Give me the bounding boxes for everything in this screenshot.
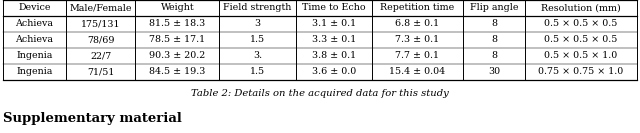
Text: 84.5 ± 19.3: 84.5 ± 19.3 [149,67,205,76]
Text: 7.7 ± 0.1: 7.7 ± 0.1 [396,51,440,60]
Text: 22/7: 22/7 [90,51,111,60]
Text: Flip angle: Flip angle [470,3,518,13]
Text: 8: 8 [491,35,497,44]
Text: 78.5 ± 17.1: 78.5 ± 17.1 [149,35,205,44]
Text: Time to Echo: Time to Echo [302,3,365,13]
Text: 8: 8 [491,19,497,28]
Text: Ingenia: Ingenia [17,67,52,76]
Text: Device: Device [19,3,51,13]
Text: 30: 30 [488,67,500,76]
Text: 3: 3 [254,19,260,28]
Text: 3.3 ± 0.1: 3.3 ± 0.1 [312,35,356,44]
Text: Table 2: Details on the acquired data for this study: Table 2: Details on the acquired data fo… [191,89,449,98]
Text: 0.5 × 0.5 × 0.5: 0.5 × 0.5 × 0.5 [545,19,618,28]
Text: 3.1 ± 0.1: 3.1 ± 0.1 [312,19,356,28]
Text: 3.: 3. [253,51,262,60]
Text: 1.5: 1.5 [250,67,265,76]
Text: 0.5 × 0.5 × 0.5: 0.5 × 0.5 × 0.5 [545,35,618,44]
Text: 90.3 ± 20.2: 90.3 ± 20.2 [149,51,205,60]
Text: 81.5 ± 18.3: 81.5 ± 18.3 [149,19,205,28]
Text: 0.75 × 0.75 × 1.0: 0.75 × 0.75 × 1.0 [538,67,624,76]
Text: 7.3 ± 0.1: 7.3 ± 0.1 [396,35,440,44]
Text: Weight: Weight [161,3,194,13]
Text: 78/69: 78/69 [87,35,115,44]
Text: Repetition time: Repetition time [380,3,454,13]
Text: Achieva: Achieva [15,19,54,28]
Text: Supplementary material: Supplementary material [3,112,182,125]
Text: 3.8 ± 0.1: 3.8 ± 0.1 [312,51,356,60]
Text: 1.5: 1.5 [250,35,265,44]
Text: 175/131: 175/131 [81,19,120,28]
Text: Resolution (mm): Resolution (mm) [541,3,621,13]
Text: Male/Female: Male/Female [69,3,132,13]
Text: 3.6 ± 0.0: 3.6 ± 0.0 [312,67,356,76]
Text: 15.4 ± 0.04: 15.4 ± 0.04 [389,67,445,76]
Text: Ingenia: Ingenia [17,51,52,60]
Text: 8: 8 [491,51,497,60]
Text: 71/51: 71/51 [87,67,115,76]
Text: 6.8 ± 0.1: 6.8 ± 0.1 [396,19,440,28]
Text: Achieva: Achieva [15,35,54,44]
Text: 0.5 × 0.5 × 1.0: 0.5 × 0.5 × 1.0 [545,51,618,60]
Text: Field strength: Field strength [223,3,292,13]
